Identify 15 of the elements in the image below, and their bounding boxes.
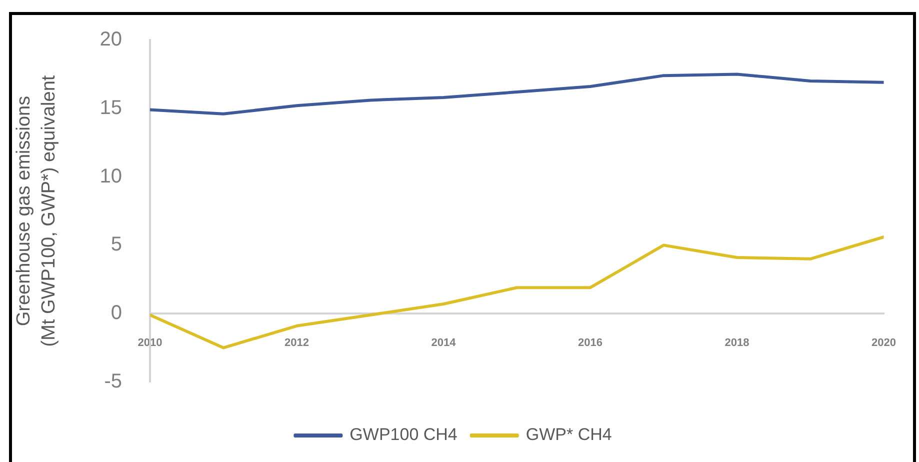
y-axis-title: Greenhouse gas emissions (Mt GWP100, GWP*) equivalent xyxy=(14,74,60,347)
y-tick-label: 20 xyxy=(100,28,122,51)
legend-label: GWP100 CH4 xyxy=(350,425,458,444)
y-tick-label: -5 xyxy=(104,370,122,393)
y-tick-label: 0 xyxy=(110,302,122,324)
x-tick-label: 2010 xyxy=(138,337,162,350)
y-tick-label: 15 xyxy=(100,96,122,119)
y-tick-label: 5 xyxy=(110,234,122,256)
x-tick-label: 2012 xyxy=(284,337,309,350)
x-tick-label: 2016 xyxy=(578,337,602,350)
x-tick-label: 2014 xyxy=(431,337,457,350)
legend-label: GWP* CH4 xyxy=(526,425,612,444)
x-tick-label: 2020 xyxy=(872,337,896,350)
y-tick-label: 10 xyxy=(100,165,122,188)
x-tick-label: 2018 xyxy=(724,337,750,350)
